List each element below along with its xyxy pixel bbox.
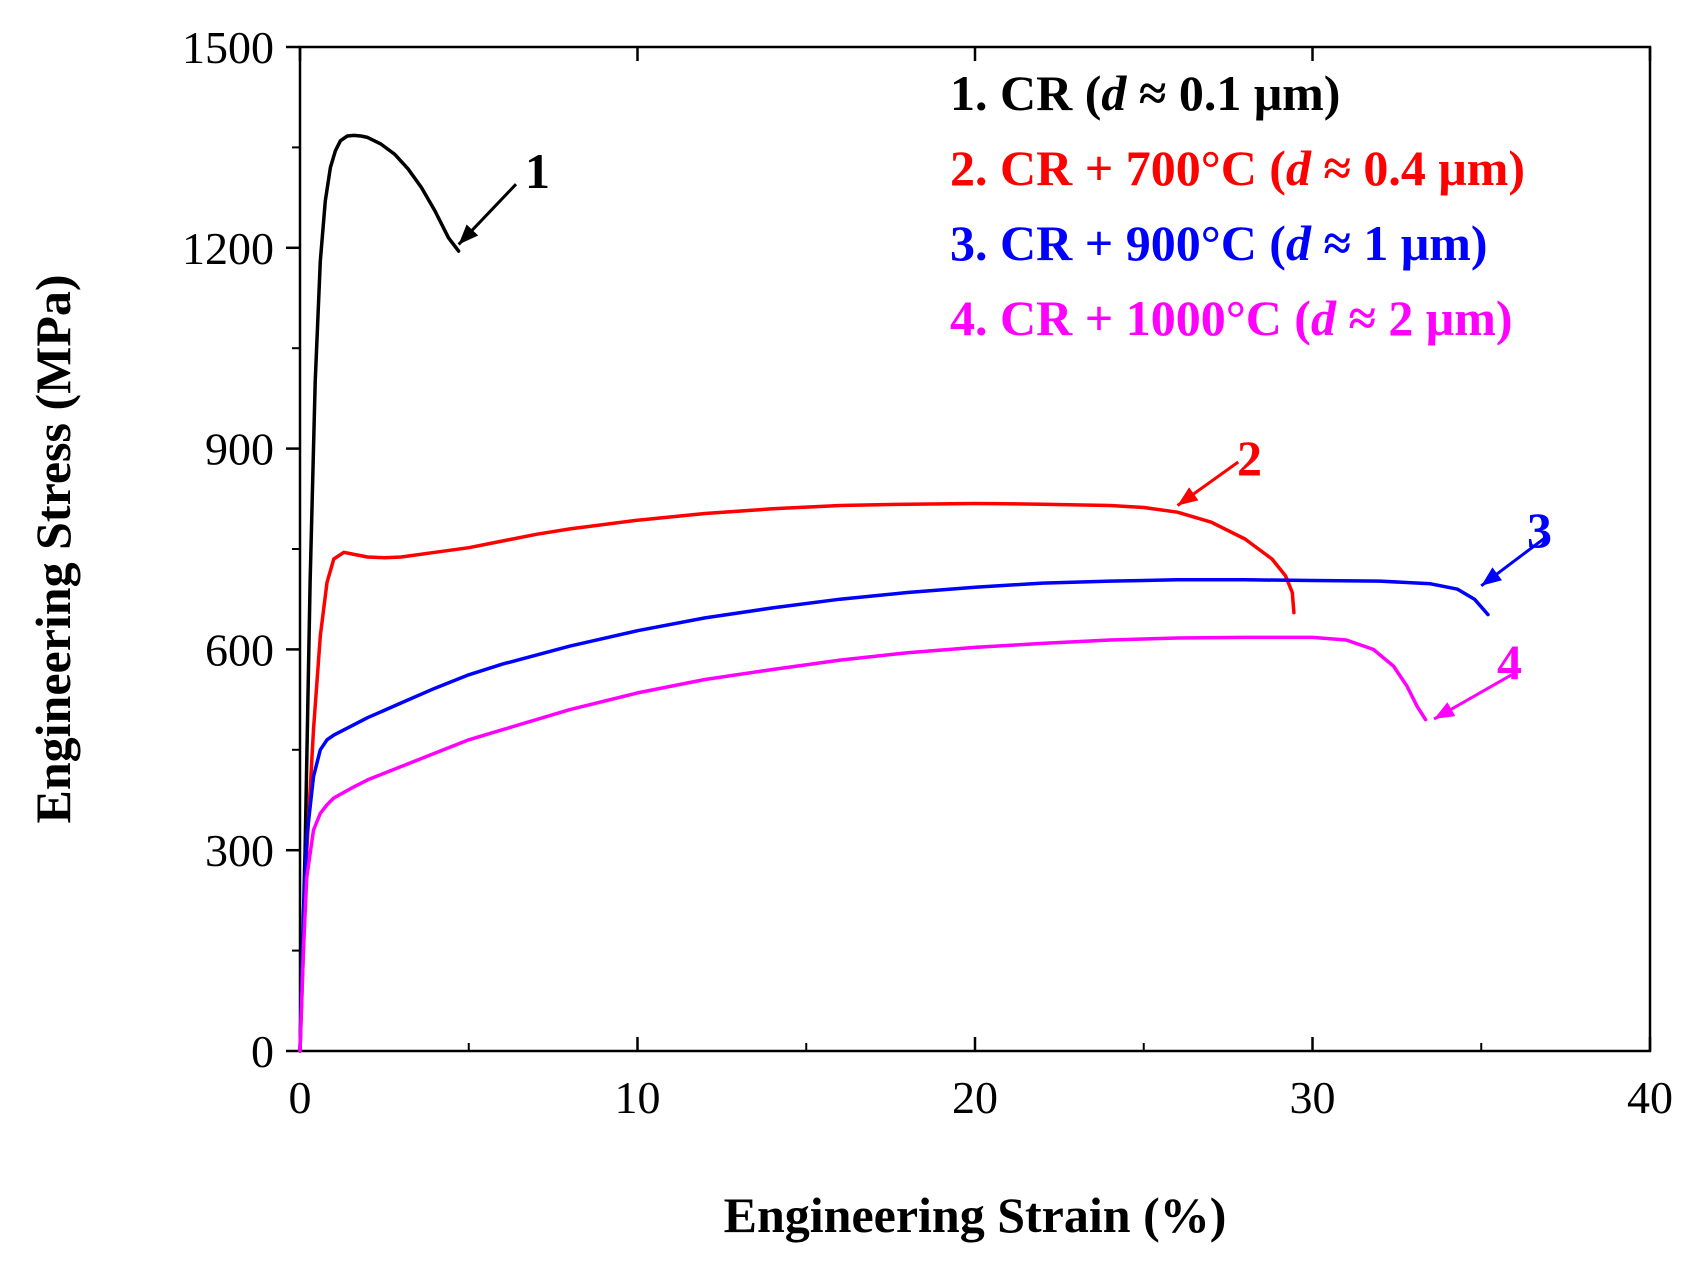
x-tick-label: 0 (289, 1072, 312, 1123)
x-tick-label: 10 (615, 1072, 661, 1123)
callout-arrows (457, 183, 1547, 721)
x-tick-label: 20 (952, 1072, 998, 1123)
callout-arrow-head-3 (1481, 567, 1502, 586)
callout-arrow-head-2 (1177, 487, 1199, 506)
x-tick-label: 40 (1627, 1072, 1673, 1123)
y-tick-label: 600 (205, 624, 274, 675)
legend: 1. CR (d ≈ 0.1 μm) 2. CR + 700°C (d ≈ 0.… (950, 65, 1525, 346)
callout-label-2: 2 (1237, 430, 1262, 486)
series-line-4 (298, 635, 1428, 1053)
y-tick-label: 900 (205, 424, 274, 475)
y-tick-label: 1200 (182, 223, 274, 274)
legend-entry-3: 3. CR + 900°C (d ≈ 1 μm) (950, 215, 1488, 271)
y-tick-label: 0 (251, 1026, 274, 1077)
series-line-3 (298, 578, 1490, 1053)
series-layer (298, 133, 1490, 1053)
callout-label-1: 1 (525, 143, 550, 199)
legend-entry-1: 1. CR (d ≈ 0.1 μm) (950, 65, 1340, 121)
callout-arrow-head-4 (1434, 702, 1456, 719)
x-axis-title: Engineering Strain (%) (724, 1187, 1227, 1243)
legend-entry-2: 2. CR + 700°C (d ≈ 0.4 μm) (950, 140, 1525, 196)
series-line-2 (298, 501, 1296, 1053)
callout-arrow-head-1 (458, 224, 479, 245)
y-tick-label: 1500 (182, 22, 274, 73)
axis-ticks (286, 45, 1652, 1053)
series-line-1 (298, 133, 461, 1053)
x-tick-label: 30 (1290, 1072, 1336, 1123)
y-axis-title: Engineering Stress (MPa) (25, 274, 81, 823)
legend-entry-4: 4. CR + 1000°C (d ≈ 2 μm) (950, 290, 1513, 346)
axis-tick-labels: 0 10 20 30 40 0 300 600 900 1200 1500 (182, 22, 1673, 1123)
y-tick-label: 300 (205, 825, 274, 876)
